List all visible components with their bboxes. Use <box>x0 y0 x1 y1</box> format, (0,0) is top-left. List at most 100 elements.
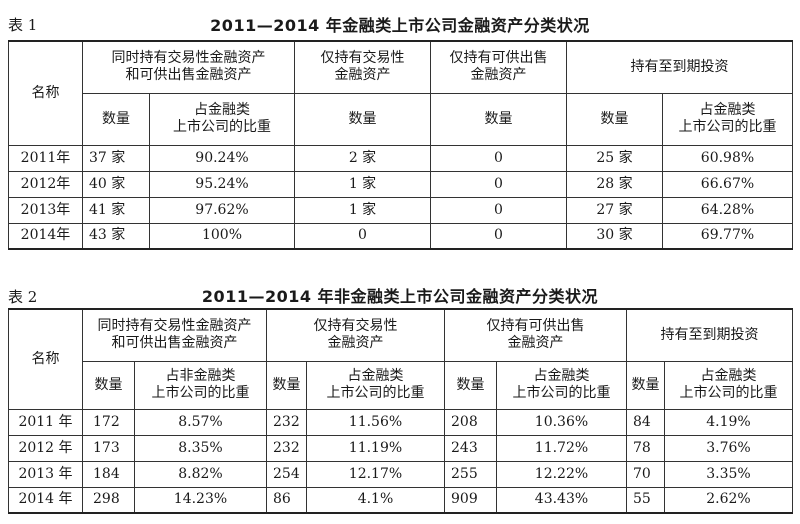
year-cell: 2011 年 <box>8 408 83 436</box>
ratio-cell: 8.82% <box>134 460 267 488</box>
table2-header-row-1: 名称 同时持有交易性金融资产 和可供出售金融资产 仅持有交易性 金融资产 仅持有… <box>8 308 793 410</box>
table1-group-header-3: 仅持有可供出售 金融资产 <box>430 40 567 94</box>
table-row: 2012 年 173 8.35% 232 11.19% 243 11.72% 7… <box>8 434 793 462</box>
ratio-cell: 4.1% <box>306 486 445 514</box>
table1-group-header-4: 持有至到期投资 <box>566 40 793 94</box>
table2-count-header: 数量 <box>444 360 497 410</box>
table-row: 2012年 40 家 95.24% 1 家 0 28 家 66.67% <box>8 170 793 198</box>
count-cell: 55 <box>626 486 665 514</box>
count-cell: 0 <box>430 170 567 198</box>
table1: 名称 同时持有交易性金融资产 和可供出售金融资产 仅持有交易性 金融资产 仅持有… <box>8 40 793 250</box>
count-cell: 0 <box>430 196 567 224</box>
table2-name-header: 名称 <box>8 308 83 410</box>
ratio-cell: 3.35% <box>664 460 793 488</box>
table1-count-header: 数量 <box>82 92 150 146</box>
table2-ratio-header: 占金融类 上市公司的比重 <box>496 360 627 410</box>
year-cell: 2013 年 <box>8 460 83 488</box>
table1-ratio-header: 占金融类 上市公司的比重 <box>662 92 793 146</box>
table2-header-row-2: 数量 占非金融类 上市公司的比重 数量 占金融类 上市公司的比重 数量 占金融类… <box>9 360 793 410</box>
table1-title: 2011—2014 年金融类上市公司金融资产分类状况 <box>210 16 590 35</box>
table2-count-header: 数量 <box>266 360 307 410</box>
table1-count-header: 数量 <box>294 92 431 146</box>
table1-count-header: 数量 <box>430 92 567 146</box>
table-row: 2014 年 298 14.23% 86 4.1% 909 43.43% 55 … <box>8 486 793 514</box>
count-cell: 0 <box>430 222 567 250</box>
table2-group-header-3: 仅持有可供出售 金融资产 <box>444 308 627 362</box>
count-cell: 208 <box>444 408 497 436</box>
count-cell: 254 <box>266 460 307 488</box>
count-cell: 27 家 <box>566 196 663 224</box>
year-cell: 2011年 <box>8 144 83 172</box>
count-cell: 78 <box>626 434 665 462</box>
count-cell: 909 <box>444 486 497 514</box>
table2-title: 2011—2014 年非金融类上市公司金融资产分类状况 <box>201 287 599 306</box>
ratio-cell: 97.62% <box>149 196 295 224</box>
count-cell: 243 <box>444 434 497 462</box>
table-row: 2011 年 172 8.57% 232 11.56% 208 10.36% 8… <box>8 408 793 436</box>
table1-group-header-1: 同时持有交易性金融资产 和可供出售金融资产 <box>82 40 295 94</box>
ratio-cell: 12.22% <box>496 460 627 488</box>
count-cell: 184 <box>82 460 135 488</box>
count-cell: 298 <box>82 486 135 514</box>
ratio-cell: 66.67% <box>662 170 793 198</box>
table2-count-header: 数量 <box>626 360 665 410</box>
table1-caption: 表 1 <box>8 16 38 34</box>
count-cell: 86 <box>266 486 307 514</box>
ratio-cell: 3.76% <box>664 434 793 462</box>
ratio-cell: 69.77% <box>662 222 793 250</box>
table2-ratio-header: 占非金融类 上市公司的比重 <box>134 360 267 410</box>
ratio-cell: 12.17% <box>306 460 445 488</box>
table-row: 2011年 37 家 90.24% 2 家 0 25 家 60.98% <box>8 144 793 172</box>
count-cell: 25 家 <box>566 144 663 172</box>
table1-header-row-2: 数量 占金融类 上市公司的比重 数量 数量 数量 占金融类 上市公司的比重 <box>9 92 793 146</box>
table-row: 2013年 41 家 97.62% 1 家 0 27 家 64.28% <box>8 196 793 224</box>
year-cell: 2012 年 <box>8 434 83 462</box>
ratio-cell: 60.98% <box>662 144 793 172</box>
table2-group-header-1: 同时持有交易性金融资产 和可供出售金融资产 <box>82 308 267 362</box>
table2-count-header: 数量 <box>82 360 135 410</box>
table1-ratio-header: 占金融类 上市公司的比重 <box>149 92 295 146</box>
count-cell: 232 <box>266 434 307 462</box>
count-cell: 255 <box>444 460 497 488</box>
table-row: 2014年 43 家 100% 0 0 30 家 69.77% <box>8 222 793 250</box>
count-cell: 172 <box>82 408 135 436</box>
count-cell: 37 家 <box>82 144 150 172</box>
table2-ratio-header: 占金融类 上市公司的比重 <box>664 360 793 410</box>
table2-caption: 表 2 <box>8 288 38 306</box>
table2: 名称 同时持有交易性金融资产 和可供出售金融资产 仅持有交易性 金融资产 仅持有… <box>8 308 793 514</box>
count-cell: 43 家 <box>82 222 150 250</box>
ratio-cell: 11.19% <box>306 434 445 462</box>
ratio-cell: 10.36% <box>496 408 627 436</box>
ratio-cell: 14.23% <box>134 486 267 514</box>
ratio-cell: 100% <box>149 222 295 250</box>
count-cell: 40 家 <box>82 170 150 198</box>
count-cell: 173 <box>82 434 135 462</box>
count-cell: 1 家 <box>294 196 431 224</box>
count-cell: 1 家 <box>294 170 431 198</box>
count-cell: 30 家 <box>566 222 663 250</box>
ratio-cell: 90.24% <box>149 144 295 172</box>
table2-group-header-4: 持有至到期投资 <box>626 308 793 362</box>
table2-ratio-header: 占金融类 上市公司的比重 <box>306 360 445 410</box>
count-cell: 232 <box>266 408 307 436</box>
table1-count-header: 数量 <box>566 92 663 146</box>
year-cell: 2013年 <box>8 196 83 224</box>
ratio-cell: 43.43% <box>496 486 627 514</box>
year-cell: 2014 年 <box>8 486 83 514</box>
count-cell: 41 家 <box>82 196 150 224</box>
count-cell: 84 <box>626 408 665 436</box>
table1-name-header: 名称 <box>8 40 83 146</box>
ratio-cell: 8.35% <box>134 434 267 462</box>
ratio-cell: 64.28% <box>662 196 793 224</box>
table1-header-row-1: 名称 同时持有交易性金融资产 和可供出售金融资产 仅持有交易性 金融资产 仅持有… <box>8 40 793 146</box>
count-cell: 70 <box>626 460 665 488</box>
count-cell: 0 <box>294 222 431 250</box>
table2-group-header-2: 仅持有交易性 金融资产 <box>266 308 445 362</box>
ratio-cell: 11.56% <box>306 408 445 436</box>
count-cell: 0 <box>430 144 567 172</box>
year-cell: 2014年 <box>8 222 83 250</box>
ratio-cell: 8.57% <box>134 408 267 436</box>
ratio-cell: 95.24% <box>149 170 295 198</box>
count-cell: 28 家 <box>566 170 663 198</box>
ratio-cell: 2.62% <box>664 486 793 514</box>
